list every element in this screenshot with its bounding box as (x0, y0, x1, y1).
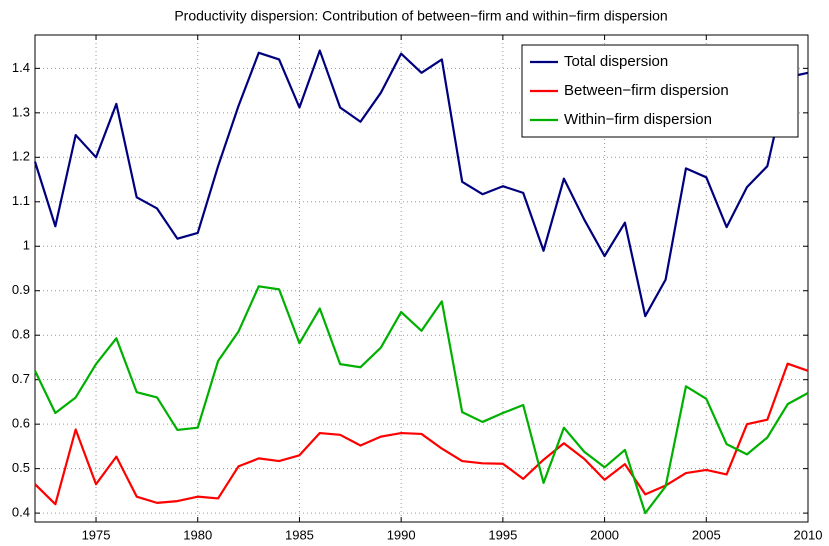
series-line (34, 362, 809, 506)
y-tick-label: 1.3 (12, 104, 30, 119)
y-tick-label: 1 (23, 238, 30, 253)
legend-label: Within−firm dispersion (564, 111, 712, 128)
y-tick-label: 1.1 (12, 193, 30, 208)
plot-frame (34, 34, 809, 523)
x-tick-label: 2010 (794, 527, 823, 542)
legend-label: Between−firm dispersion (564, 82, 729, 99)
chart-title: Productivity dispersion: Contribution of… (174, 8, 667, 24)
x-tick-label: 1985 (285, 527, 314, 542)
series-line (34, 285, 809, 515)
legend: Total dispersion Between−firm dispersion W… (521, 44, 799, 138)
y-tick-label: 0.4 (12, 505, 30, 520)
x-tick-label: 1990 (387, 527, 416, 542)
x-tick-label: 2005 (692, 527, 721, 542)
legend-box (521, 44, 799, 138)
y-tick-label: 0.6 (12, 416, 30, 431)
y-tick-label: 0.8 (12, 327, 30, 342)
y-tick-label: 0.5 (12, 460, 30, 475)
y-tick-label: 1.2 (12, 149, 30, 164)
y-tick-label: 0.7 (12, 371, 30, 386)
x-tick-label: 2000 (590, 527, 619, 542)
x-tick-label: 1980 (183, 527, 212, 542)
series-line (33, 49, 809, 318)
legend-label: Total dispersion (564, 53, 668, 70)
y-tick-label: 0.9 (12, 282, 30, 297)
y-tick-label: 1.4 (12, 60, 30, 75)
x-tick-label: 1995 (488, 527, 517, 542)
x-tick-label: 1975 (82, 527, 111, 542)
